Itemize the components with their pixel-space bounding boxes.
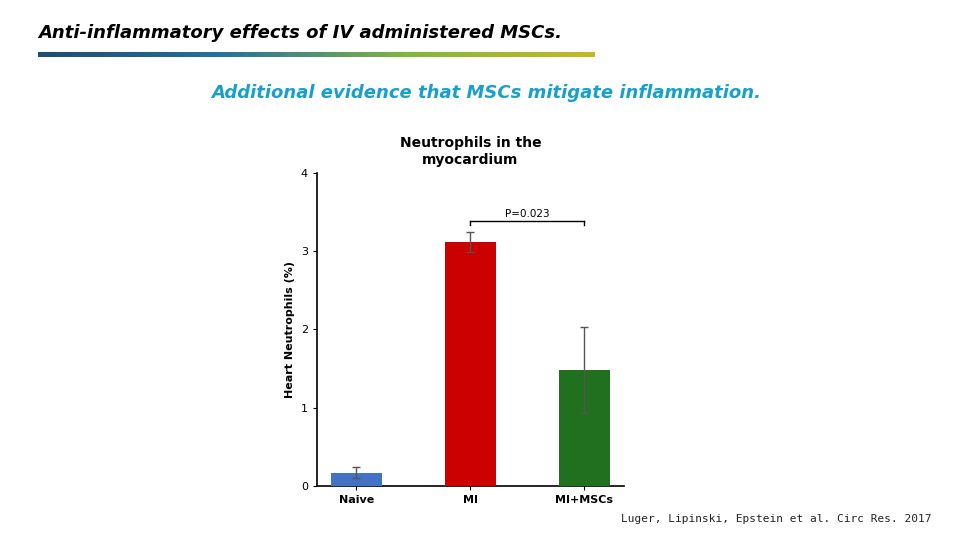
Text: P=0.023: P=0.023	[505, 209, 550, 219]
Bar	[331, 472, 382, 486]
Bar	[559, 370, 610, 486]
Text: Luger, Lipinski, Epstein et al. Circ Res. 2017: Luger, Lipinski, Epstein et al. Circ Res…	[621, 514, 931, 524]
Title: Neutrophils in the
myocardium: Neutrophils in the myocardium	[399, 136, 541, 167]
Bar	[444, 242, 496, 486]
Y-axis label: Heart Neutrophils (%): Heart Neutrophils (%)	[285, 261, 295, 398]
Text: Additional evidence that MSCs mitigate inflammation.: Additional evidence that MSCs mitigate i…	[211, 84, 761, 102]
Text: Anti-inflammatory effects of IV administered MSCs.: Anti-inflammatory effects of IV administ…	[38, 24, 563, 42]
